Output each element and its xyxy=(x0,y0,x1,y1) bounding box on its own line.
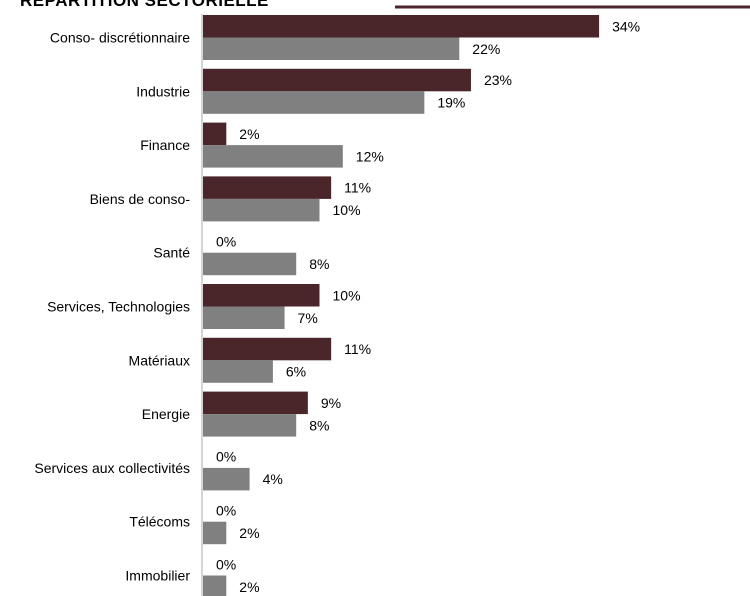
data-label: 8% xyxy=(309,256,329,272)
data-label: 8% xyxy=(309,417,329,433)
bar-series-2 xyxy=(203,575,227,596)
data-label: 34% xyxy=(612,18,640,34)
bar-series-2 xyxy=(203,37,460,60)
data-label: 0% xyxy=(216,233,236,249)
data-label: 0% xyxy=(216,556,236,572)
bar-series-1 xyxy=(203,122,227,146)
data-label: 12% xyxy=(356,148,384,164)
data-label: 2% xyxy=(239,126,259,142)
category-label: Conso- discrétionnaire xyxy=(50,30,190,46)
data-label: 0% xyxy=(216,502,236,518)
bar-series-2 xyxy=(203,145,343,168)
bar-series-1 xyxy=(203,68,471,92)
data-label: 2% xyxy=(239,579,259,595)
category-label: Biens de conso- xyxy=(90,191,191,207)
data-label: 10% xyxy=(333,202,361,218)
bar-series-1 xyxy=(203,391,308,415)
category-label: Immobilier xyxy=(125,568,190,584)
data-label: 10% xyxy=(333,287,361,303)
bar-series-2 xyxy=(203,521,227,545)
bar-series-2 xyxy=(203,414,297,437)
bar-series-2 xyxy=(203,252,297,276)
category-label: Santé xyxy=(153,245,190,261)
category-label: Industrie xyxy=(136,83,190,99)
data-label: 11% xyxy=(344,180,371,196)
category-label: Energie xyxy=(142,406,190,422)
bar-series-2 xyxy=(203,91,425,114)
bar-series-1 xyxy=(203,176,332,199)
data-label: 0% xyxy=(216,449,236,465)
data-label: 19% xyxy=(437,95,465,111)
bar-series-2 xyxy=(203,306,285,329)
category-label: Services aux collectivités xyxy=(34,460,190,476)
chart-title-group: RÉPARTITION SECTORIELLE xyxy=(20,0,750,10)
category-label: Télécoms xyxy=(129,514,190,530)
data-label: 23% xyxy=(484,72,512,88)
bar-series-2 xyxy=(203,360,273,383)
data-label: 7% xyxy=(298,310,318,326)
chart-title: RÉPARTITION SECTORIELLE xyxy=(20,0,269,10)
data-label: 11% xyxy=(344,341,371,357)
data-label: 4% xyxy=(263,471,283,487)
bar-series-1 xyxy=(203,15,600,38)
category-label: Services, Technologies xyxy=(47,299,190,315)
data-label: 2% xyxy=(239,525,259,541)
bar-series-2 xyxy=(203,467,250,491)
data-label: 9% xyxy=(321,395,341,411)
data-label: 22% xyxy=(472,41,500,57)
category-label: Finance xyxy=(140,137,190,153)
data-label: 6% xyxy=(286,364,306,380)
bar-series-1 xyxy=(203,284,320,307)
bar-series-2 xyxy=(203,198,320,222)
plot-area: Conso- discrétionnaire 34% 22% Industrie 23%… xyxy=(34,15,640,596)
bar-series-1 xyxy=(203,337,332,361)
category-label: Matériaux xyxy=(129,352,190,368)
